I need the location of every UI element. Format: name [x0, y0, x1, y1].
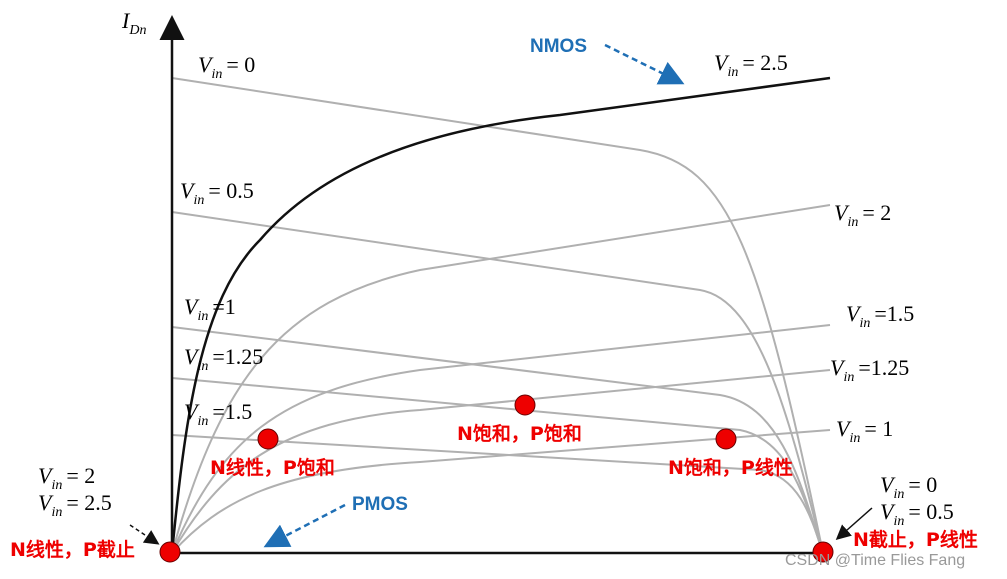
vin-label: Vin =1.25 — [830, 355, 909, 385]
vin-label: Vin = 0 — [198, 52, 255, 82]
value: =1.25 — [212, 344, 263, 369]
subscript: in — [847, 215, 858, 230]
nmos-curve — [171, 204, 831, 554]
operating-point — [715, 428, 737, 450]
value: =1.5 — [874, 301, 914, 326]
value: =1 — [212, 294, 235, 319]
axis-label: IDn — [121, 8, 146, 38]
region-label: N线性，P饱和 — [210, 456, 335, 479]
watermark: CSDN @Time Flies Fang — [785, 552, 965, 569]
subscript: in — [727, 65, 738, 80]
vin-label: Vin = 2.5 — [38, 490, 112, 520]
region-label: N饱和，P饱和 — [457, 422, 582, 445]
symbol: V — [184, 399, 200, 424]
symbol: V — [880, 499, 896, 524]
pmos-arrow — [263, 503, 346, 548]
nmos-curve — [171, 429, 831, 554]
vin-label: Vin = 2.5 — [714, 50, 788, 80]
value: = 0.5 — [208, 178, 253, 203]
subscript: in — [197, 309, 208, 324]
symbol: I — [121, 8, 131, 33]
symbol: V — [38, 463, 54, 488]
symbol: V — [184, 294, 200, 319]
subscript: in — [51, 478, 62, 493]
value: = 2 — [862, 200, 891, 225]
subscript: in — [843, 370, 854, 385]
nmos-arrow — [604, 43, 685, 85]
symbol: V — [846, 301, 862, 326]
value: = 2.5 — [66, 490, 111, 515]
subscript: in — [197, 414, 208, 429]
vin-label: Vin = 2 — [38, 463, 95, 493]
value: = 1 — [864, 416, 893, 441]
nmos-curve — [171, 324, 831, 554]
vin-label: Vin = 0 — [880, 472, 937, 502]
vin-label: Vin = 0.5 — [180, 178, 254, 208]
value: = 2 — [66, 463, 95, 488]
pmos-label: PMOS — [352, 494, 408, 515]
subscript: in — [849, 431, 860, 446]
value: =1.5 — [212, 399, 252, 424]
symbol: V — [184, 344, 200, 369]
subscript: in — [51, 505, 62, 520]
value: = 0.5 — [908, 499, 953, 524]
subscript: Dn — [128, 23, 146, 38]
pointer-arrow — [129, 524, 160, 545]
operating-point — [812, 541, 834, 563]
symbol: V — [880, 472, 896, 497]
subscript: in — [893, 487, 904, 502]
nmos-curve-bold — [170, 76, 831, 554]
subscript: in — [211, 67, 222, 82]
pointer-arrow — [835, 507, 873, 540]
vin-label: Vin = 0.5 — [880, 499, 954, 529]
symbol: V — [38, 490, 54, 515]
subscript: in — [197, 359, 208, 374]
value: = 0 — [908, 472, 937, 497]
pmos-curve — [171, 77, 824, 554]
symbol: V — [714, 50, 730, 75]
symbol: V — [836, 416, 852, 441]
operating-point — [514, 394, 536, 416]
region-label: N饱和，P线性 — [668, 456, 793, 479]
subscript: in — [859, 316, 870, 331]
vin-label: Vin =1.5 — [184, 399, 252, 429]
nmos-label: NMOS — [530, 36, 587, 57]
region-label: N截止，P线性 — [853, 528, 978, 551]
operating-point — [257, 428, 279, 450]
value: = 0 — [226, 52, 255, 77]
symbol: V — [830, 355, 846, 380]
vin-label: Vin =1 — [184, 294, 236, 324]
region-label: N线性，P截止 — [10, 538, 135, 561]
pmos-curve — [171, 211, 824, 554]
subscript: in — [193, 193, 204, 208]
value: =1.25 — [858, 355, 909, 380]
vin-label: Vin = 2 — [834, 200, 891, 230]
vin-label: Vin =1.5 — [846, 301, 914, 331]
subscript: in — [893, 514, 904, 529]
nmos-curve — [171, 369, 831, 554]
symbol: V — [198, 52, 214, 77]
operating-point — [159, 541, 181, 563]
vin-label: Vin = 1 — [836, 416, 893, 446]
pmos-curve — [171, 434, 824, 554]
vin-label: Vin =1.25 — [184, 344, 263, 374]
symbol: V — [834, 200, 850, 225]
symbol: V — [180, 178, 196, 203]
value: = 2.5 — [742, 50, 787, 75]
